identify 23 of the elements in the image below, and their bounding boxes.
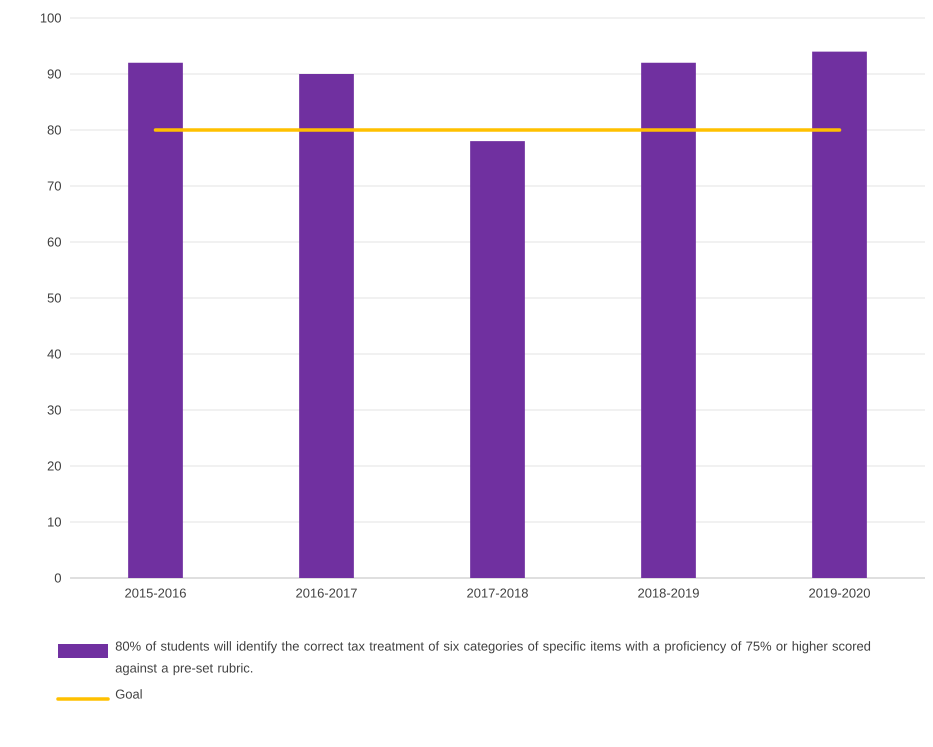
y-tick-label: 10: [48, 517, 61, 527]
bar: [641, 62, 696, 578]
bar: [470, 141, 525, 578]
y-tick-label: 0: [54, 573, 61, 583]
legend-label: 80% of students will identify the correct tax treatment of six categories of specific items with a proficiency of 75% or higher scored against a pre-set rubric.: [116, 641, 870, 676]
legend-label: Goal: [116, 689, 142, 699]
y-tick-label: 60: [48, 237, 61, 247]
x-tick-label: 2018-2019: [638, 588, 699, 598]
y-tick-label: 80: [48, 125, 61, 135]
y-tick-label: 20: [48, 461, 61, 471]
y-tick-label: 90: [48, 69, 61, 79]
bar: [812, 52, 867, 578]
x-tick-label: 2019-2020: [809, 588, 870, 598]
y-tick-label: 100: [40, 13, 61, 23]
x-tick-label: 2017-2018: [467, 588, 528, 598]
y-tick-label: 30: [48, 405, 61, 415]
y-tick-label: 50: [48, 293, 61, 303]
x-tick-label: 2015-2016: [125, 588, 186, 598]
bar: [128, 62, 183, 578]
x-tick-label: 2016-2017: [296, 588, 357, 598]
y-tick-label: 70: [48, 181, 61, 191]
y-tick-label: 40: [47, 349, 61, 359]
bar: [299, 74, 354, 578]
